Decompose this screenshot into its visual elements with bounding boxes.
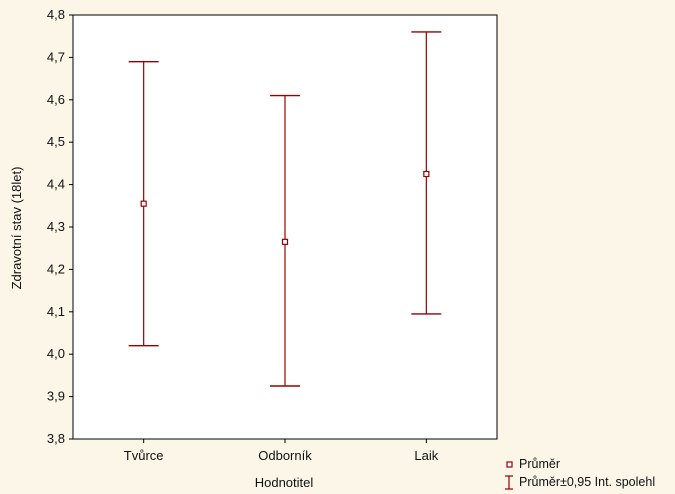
legend-mean-marker — [506, 461, 513, 468]
mean-point — [423, 170, 430, 178]
error-bar — [128, 60, 159, 347]
y-tick-label: 3,8 — [47, 431, 65, 446]
error-bars — [128, 31, 442, 387]
mean-point — [140, 200, 147, 207]
axis-ticks: 3,8 3,9 4,0 4,1 4,2 4,3 4,4 4,5 4,6 4,7 4,8 Tvůrce O… — [47, 7, 439, 463]
y-axis-label: Zdravotní stav (18let) — [9, 167, 24, 290]
x-tick-label: Odborník — [258, 448, 312, 463]
y-tick-label: 4,8 — [47, 7, 65, 22]
legend-ci-label: Průměr±0,95 Int. spolehl — [519, 475, 655, 489]
x-tick-label: Laik — [414, 448, 438, 463]
y-tick-label: 4,4 — [47, 177, 65, 192]
y-tick-label: 4,3 — [47, 219, 65, 234]
x-axis-label: Hodnotitel — [255, 475, 314, 490]
legend: Průměr Průměr±0,95 Int. spolehl — [505, 457, 655, 490]
y-tick-label: 4,1 — [47, 304, 65, 319]
mean-point — [281, 238, 289, 245]
y-tick-label: 4,6 — [47, 92, 65, 107]
y-tick-label: 4,2 — [47, 261, 65, 276]
legend-mean-label: Průměr — [519, 457, 560, 471]
y-tick-label: 4,0 — [47, 346, 65, 361]
y-tick-label: 4,5 — [47, 134, 65, 149]
y-tick-label: 3,9 — [47, 389, 65, 404]
legend-ci-marker — [505, 475, 513, 490]
x-tick-label: Tvůrce — [124, 448, 164, 463]
y-tick-label: 4,7 — [47, 49, 65, 64]
error-bar — [270, 94, 300, 387]
error-bar — [411, 31, 442, 315]
